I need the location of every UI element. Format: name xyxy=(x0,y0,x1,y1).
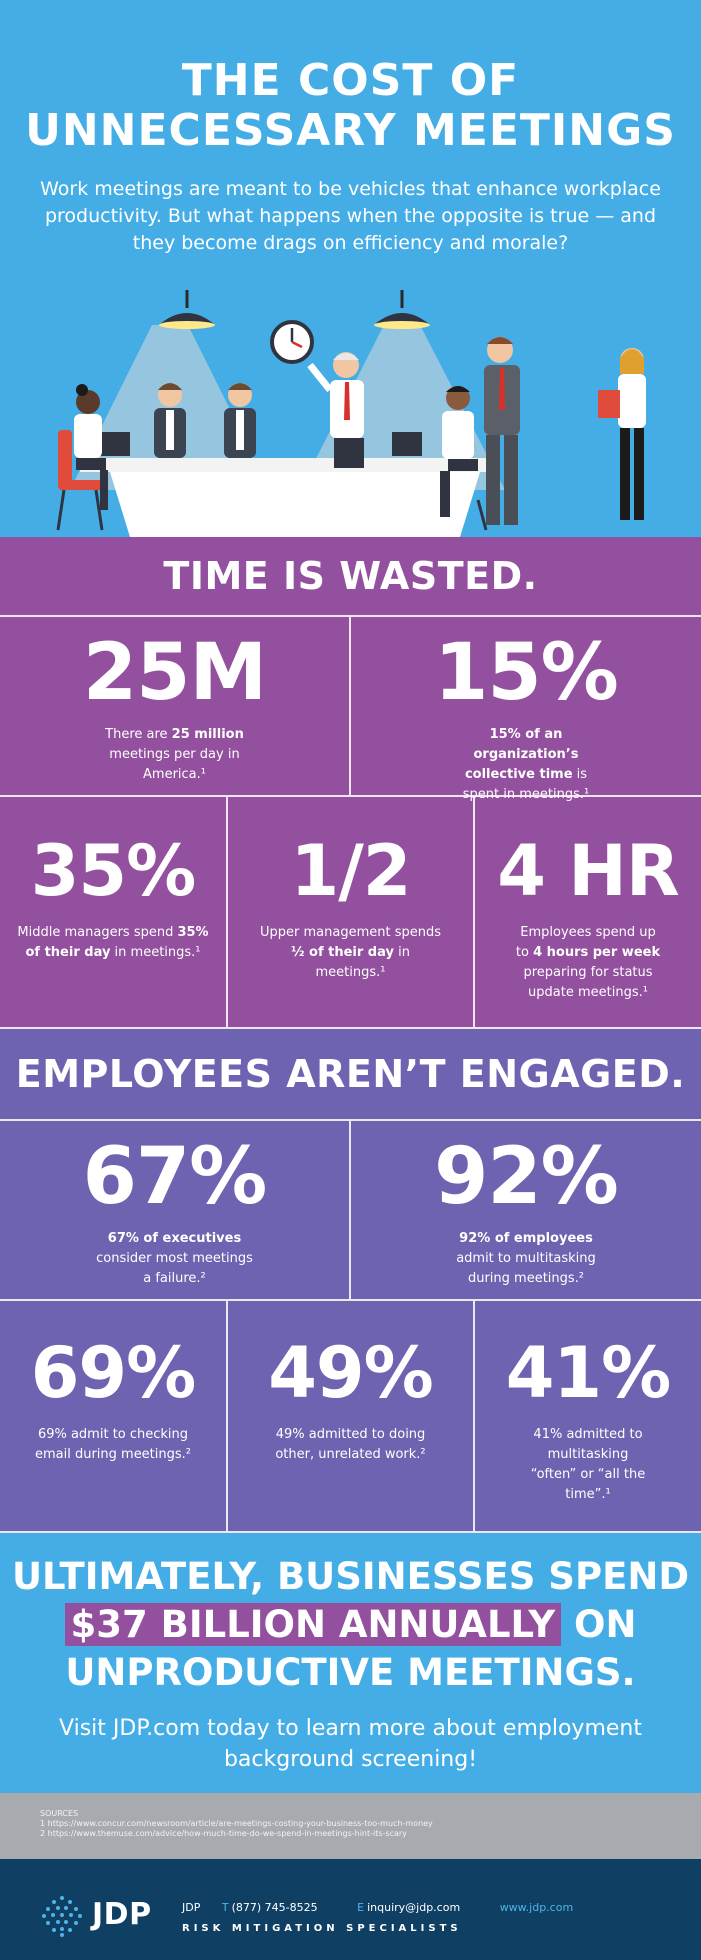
meeting-illustration xyxy=(56,290,646,537)
time-wasted-section: TIME IS WASTED. 25M There are 25 million… xyxy=(0,537,701,1029)
stat-value: 35% xyxy=(30,830,197,912)
lamp-left-icon xyxy=(160,313,214,324)
stat-value: 67% xyxy=(82,1132,268,1222)
cta-line-1: ULTIMATELY, BUSINESSES SPEND xyxy=(11,1555,690,1598)
source-link[interactable]: 2 https://www.themuse.com/advice/how-muc… xyxy=(40,1829,407,1838)
stat-description: Employees spend up to 4 hours per week p… xyxy=(515,925,661,1000)
engagement-section: EMPLOYEES AREN’T ENGAGED. 67% 67% of exe… xyxy=(0,1029,701,1533)
tagline: RISK MITIGATION SPECIALISTS xyxy=(182,1923,462,1934)
stat-description: 67% of executives consider most meetings… xyxy=(96,1231,253,1286)
cta-line-3: UNPRODUCTIVE MEETINGS. xyxy=(65,1651,636,1694)
stat-value: 69% xyxy=(30,1332,197,1414)
stat-description: There are 25 million meetings per day in… xyxy=(105,727,244,782)
person-icon xyxy=(598,348,646,520)
stat-description: Middle managers spend 35% of their day i… xyxy=(17,925,209,960)
stat-value: 92% xyxy=(434,1132,619,1222)
stat-description: 69% admit to checking email during meeti… xyxy=(34,1427,192,1462)
clipboard-icon xyxy=(598,390,620,418)
title-line-2: UNNECESSARY MEETINGS xyxy=(25,105,676,156)
stat-value: 1/2 xyxy=(290,830,412,912)
title-line-1: THE COST OF xyxy=(181,55,520,106)
stat-value: 25M xyxy=(82,628,267,718)
meeting-table xyxy=(80,458,500,472)
jdp-logo-icon xyxy=(42,1896,82,1937)
visit-text: Visit JDP.com today to learn more about … xyxy=(59,1716,642,1772)
stat-card: 1/2 Upper management spends ½ of their d… xyxy=(228,797,475,1029)
phone-number[interactable]: T (877) 745-8525 xyxy=(221,1901,318,1914)
stat-card: 92% 92% of employees admit to multitaski… xyxy=(351,1121,701,1301)
cta-section: ULTIMATELY, BUSINESSES SPEND $37 BILLION… xyxy=(0,1533,701,1793)
stat-card: 35% Middle managers spend 35% of their d… xyxy=(0,797,228,1029)
person-icon xyxy=(440,386,478,517)
jdp-logo-text: JDP xyxy=(92,1897,152,1932)
stat-description: 92% of employees admit to multitasking d… xyxy=(456,1231,596,1286)
stat-card: 69% 69% admit to checking email during m… xyxy=(0,1301,228,1533)
source-link[interactable]: 1 https://www.concur.com/newsroom/articl… xyxy=(40,1819,433,1828)
stat-description: 49% admitted to doing other, unrelated w… xyxy=(275,1427,426,1462)
website-link[interactable]: www.jdp.com xyxy=(499,1901,574,1914)
cta-line-2: $37 BILLION ANNUALLY ON xyxy=(0,1601,701,1649)
stat-value: 15% xyxy=(434,628,619,718)
person-icon xyxy=(484,337,520,525)
clock-icon xyxy=(270,320,314,364)
person-icon xyxy=(74,384,108,510)
stat-description: 41% admitted to multitasking “often” or … xyxy=(530,1427,646,1502)
lamp-right-icon xyxy=(375,313,429,324)
laptop-icon xyxy=(100,432,130,456)
section-heading: TIME IS WASTED. xyxy=(0,537,701,617)
stat-card: 49% 49% admitted to doing other, unrelat… xyxy=(228,1301,475,1533)
sources-section: SOURCES 1 https://www.concur.com/newsroo… xyxy=(0,1793,701,1859)
cta-headline: ULTIMATELY, BUSINESSES SPEND $37 BILLION… xyxy=(0,1553,701,1697)
stat-value: 49% xyxy=(268,1332,434,1414)
intro-text: Work meetings are meant to be vehicles t… xyxy=(40,178,661,254)
section-heading: EMPLOYEES AREN’T ENGAGED. xyxy=(0,1029,701,1121)
stat-value: 41% xyxy=(505,1332,672,1414)
stat-card: 41% 41% admitted to multitasking “often”… xyxy=(475,1301,701,1533)
sources-label: SOURCES xyxy=(40,1809,79,1818)
stat-card: 4 HR Employees spend up to 4 hours per w… xyxy=(475,797,701,1029)
person-icon xyxy=(154,383,186,458)
stat-card: 15% 15% of an organization’s collective … xyxy=(351,617,701,802)
stat-card: 25M There are 25 million meetings per da… xyxy=(0,617,351,797)
stat-description: 15% of an organization’s collective time… xyxy=(462,727,590,802)
stat-description: Upper management spends ½ of their day i… xyxy=(260,925,441,980)
laptop-icon xyxy=(392,432,422,456)
person-icon xyxy=(224,383,256,458)
stat-card: 67% 67% of executives consider most meet… xyxy=(0,1121,351,1301)
page-title: THE COST OF UNNECESSARY MEETINGS xyxy=(0,56,701,156)
person-icon xyxy=(307,352,364,468)
cost-highlight: $37 BILLION ANNUALLY xyxy=(64,1603,562,1646)
hero-section: THE COST OF UNNECESSARY MEETINGS Work me… xyxy=(0,0,701,537)
stat-value: 4 HR xyxy=(497,830,680,912)
company-name: JDP xyxy=(182,1901,201,1914)
